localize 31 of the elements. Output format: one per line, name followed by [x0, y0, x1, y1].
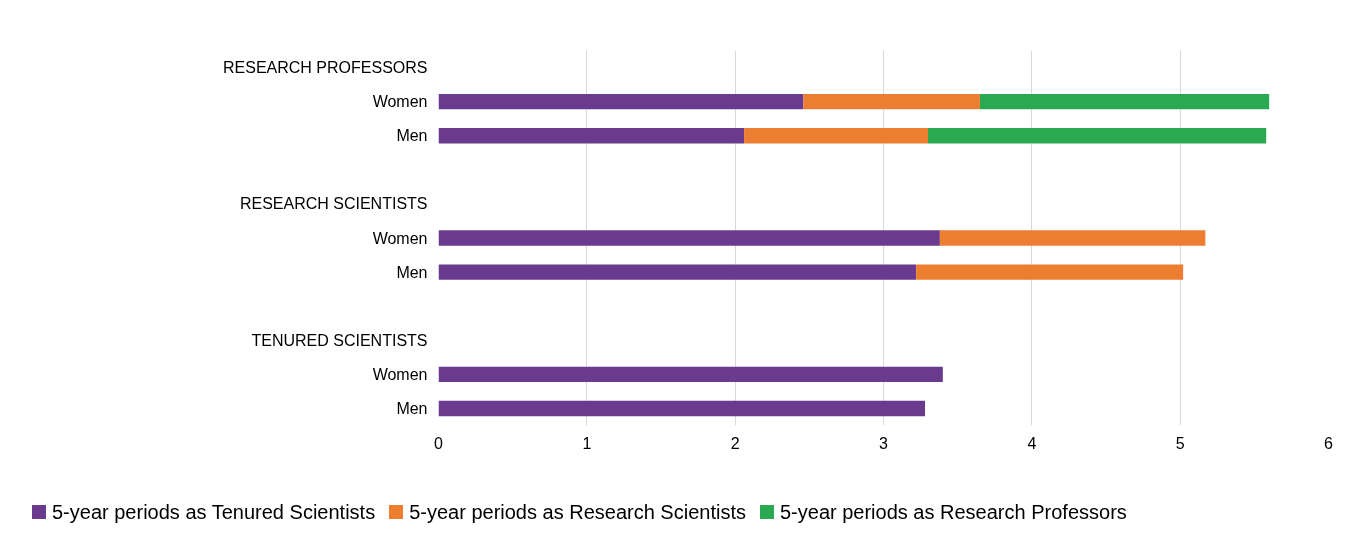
legend-label: 5-year periods as Tenured Scientists: [52, 500, 376, 525]
x-tick-label: 4: [1027, 434, 1037, 452]
bar: [438, 93, 804, 110]
bar: [916, 264, 1184, 280]
bar: [979, 93, 1270, 110]
x-tick-label: 2: [730, 434, 740, 452]
legend-label: 5-year periods as Research Professors: [779, 500, 1127, 525]
y-tick-label: RESEARCH SCIENTISTS: [239, 195, 428, 213]
bar: [744, 128, 928, 144]
x-tick-label: 3: [879, 434, 889, 452]
legend-label: 5-year periods as Research Scientists: [409, 500, 746, 525]
bar: [438, 128, 745, 144]
bar: [939, 230, 1206, 246]
y-tick-label: Men: [396, 263, 428, 281]
y-tick-label: Women: [372, 229, 428, 247]
y-tick-label: TENURED SCIENTISTS: [251, 331, 428, 349]
bar: [928, 128, 1267, 144]
y-tick-label: Women: [372, 93, 428, 111]
y-tick-label: RESEARCH PROFESSORS: [223, 59, 428, 77]
bar: [803, 93, 980, 110]
x-tick-label: 0: [434, 434, 444, 452]
y-tick-label: Women: [372, 365, 428, 383]
bar: [438, 264, 917, 280]
bar: [438, 400, 926, 417]
y-tick-label: Men: [396, 127, 428, 145]
x-tick-label: 6: [1324, 434, 1334, 452]
x-tick-label: 5: [1175, 434, 1185, 452]
bar: [438, 230, 940, 246]
x-tick-label: 1: [582, 434, 592, 452]
y-tick-label: Men: [396, 399, 428, 417]
bar: [438, 366, 943, 383]
